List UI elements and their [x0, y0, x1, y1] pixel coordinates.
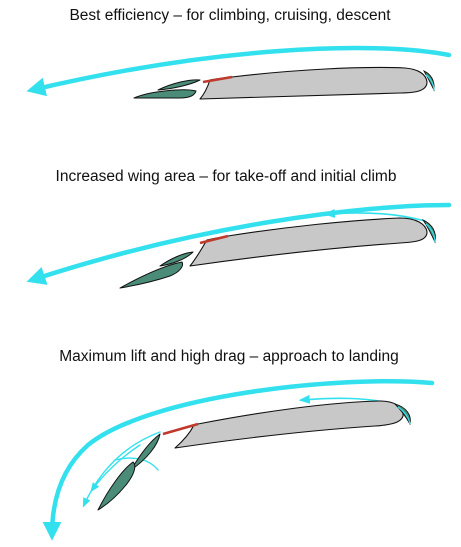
flap-forward	[130, 433, 161, 471]
panel-take-off: Increased wing area – for take-off and i…	[26, 168, 452, 289]
panel-title-take-off: Increased wing area – for take-off and i…	[56, 168, 397, 185]
wing-section	[119, 217, 436, 289]
wing-section	[97, 400, 411, 511]
flap-forward	[157, 79, 201, 91]
spoiler	[199, 234, 229, 245]
airflow-arrow-main	[42, 379, 435, 541]
airflow-arrow-flap-slot-inner	[90, 444, 141, 493]
flap-aft	[119, 261, 183, 289]
wing-main-body	[189, 217, 428, 267]
panel-landing: Maximum lift and high drag – approach to…	[42, 348, 435, 541]
airflow-arrow-upper-surface	[323, 208, 426, 222]
flap-aft	[133, 89, 197, 99]
flap-forward	[159, 251, 194, 267]
airflow-arrow-main	[26, 202, 452, 285]
slat-highlight	[425, 74, 435, 91]
wing-main-body	[199, 66, 428, 100]
panel-title-landing: Maximum lift and high drag – approach to…	[59, 348, 398, 365]
spoiler	[162, 422, 199, 436]
slat-highlight	[425, 223, 436, 243]
airflow-arrow-flap-slot-outer	[82, 431, 161, 508]
wing-section	[133, 66, 435, 100]
spoiler	[202, 75, 233, 84]
slat-highlight	[397, 406, 411, 425]
airflow-arrow-main	[26, 45, 452, 97]
panel-title-cruise: Best efficiency – for climbing, cruising…	[69, 7, 391, 24]
wing-main-body	[174, 400, 404, 449]
flap-aft	[97, 461, 136, 511]
panel-cruise: Best efficiency – for climbing, cruising…	[26, 7, 452, 100]
